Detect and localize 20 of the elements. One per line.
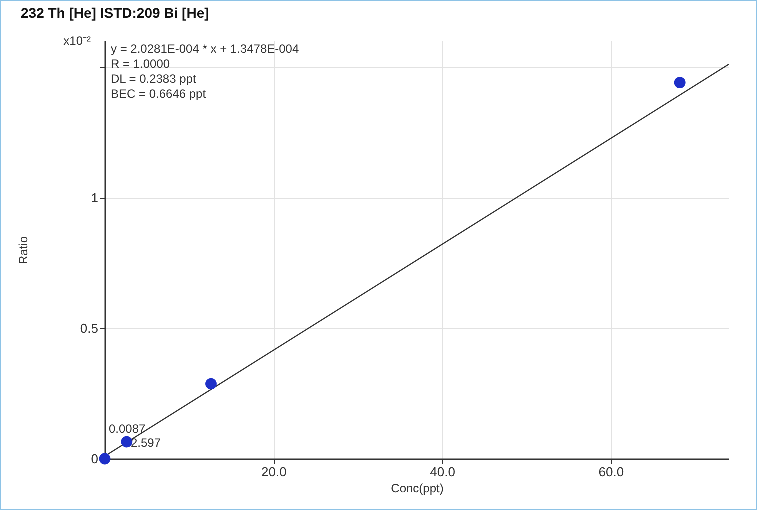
annotation: R = 1.0000 (111, 57, 170, 71)
chart-title: 232 Th [He] ISTD:209 Bi [He] (21, 5, 210, 21)
point (121, 436, 133, 448)
x-tick-label: 20.0 (261, 464, 287, 480)
x-axis-title: Conc(ppt) (391, 482, 444, 496)
point (99, 453, 111, 465)
annotation: y = 2.0281E-004 * x + 1.3478E-004 (111, 42, 300, 56)
y-tick-label: 0.5 (80, 320, 98, 336)
annotation: DL = 0.2383 ppt (111, 72, 197, 86)
annotation: 0.0087 (109, 422, 146, 436)
y-axis-title: Ratio (16, 236, 30, 265)
point (206, 378, 217, 390)
annotation: BEC = 0.6646 ppt (111, 87, 207, 101)
y-tick-label: 1 (91, 190, 98, 206)
x-tick-label: 60.0 (598, 464, 624, 480)
y-tick-label: 0 (91, 452, 98, 466)
annotation: 2.597 (131, 436, 162, 450)
x-tick-label: 40.0 (430, 464, 456, 480)
point (674, 77, 686, 88)
text: x10⁻² (64, 34, 92, 48)
